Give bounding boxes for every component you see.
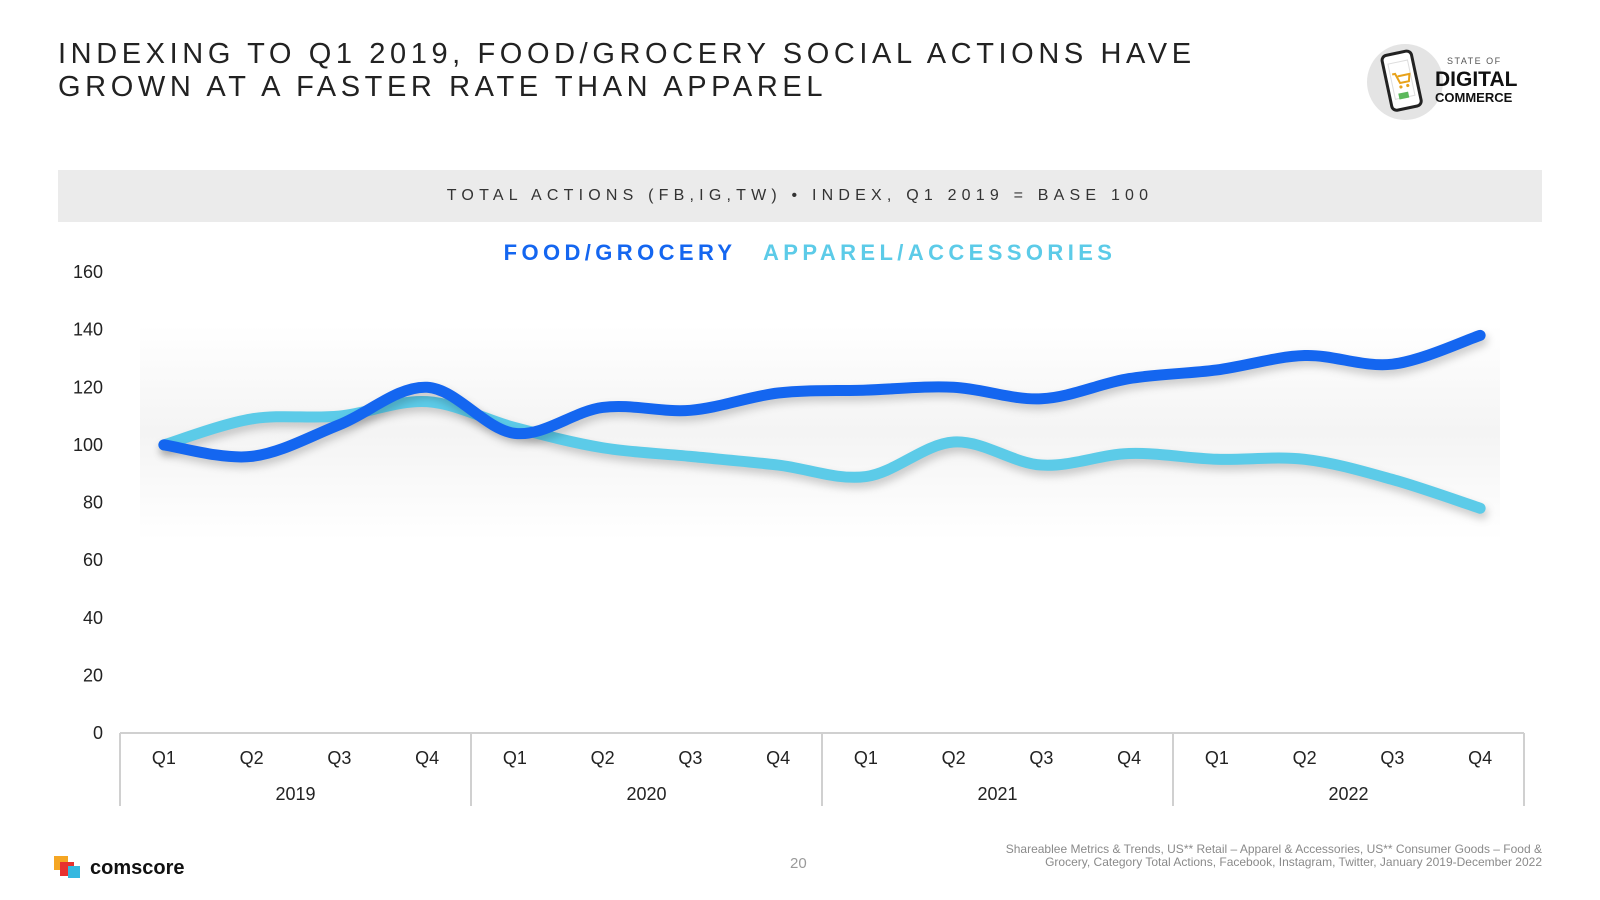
series-line-food-grocery: [158, 329, 1486, 463]
page-title: INDEXING TO Q1 2019, FOOD/GROCERY SOCIAL…: [58, 38, 1338, 104]
logo-line-2: COMMERCE: [1435, 90, 1513, 105]
legend-food-grocery: FOOD/GROCERY: [503, 240, 737, 265]
x-tick-label: Q4: [766, 748, 790, 768]
y-tick-label: 120: [73, 377, 103, 397]
x-tick-label: Q1: [503, 748, 527, 768]
x-tick-label: Q1: [152, 748, 176, 768]
source-line-1: Shareablee Metrics & Trends, US** Retail…: [1005, 842, 1542, 856]
title-line-1: INDEXING TO Q1 2019, FOOD/GROCERY SOCIAL…: [58, 38, 1196, 70]
source-line-2: Grocery, Category Total Actions, Faceboo…: [1045, 855, 1542, 869]
x-tick-label: Q1: [854, 748, 878, 768]
legend-apparel-accessories: APPAREL/ACCESSORIES: [763, 240, 1117, 265]
state-of-digital-commerce-logo: STATE OF DIGITAL COMMERCE: [1367, 44, 1518, 120]
y-tick-label: 20: [83, 665, 103, 685]
x-tick-label: Q4: [1468, 748, 1492, 768]
logo-line-1: DIGITAL: [1435, 68, 1518, 91]
y-tick-label: 60: [83, 550, 103, 570]
comscore-wordmark: comscore: [90, 857, 185, 879]
page-number: 20: [790, 855, 807, 872]
title-line-2: GROWN AT A FASTER RATE THAN APPAREL: [58, 71, 828, 103]
comscore-mark-blue: [68, 866, 80, 878]
x-tick-label: Q3: [327, 748, 351, 768]
x-group-label: 2019: [275, 784, 315, 804]
x-group-label: 2020: [626, 784, 666, 804]
x-group-label: 2022: [1328, 784, 1368, 804]
x-tick-label: Q1: [1205, 748, 1229, 768]
y-tick-label: 140: [73, 320, 103, 340]
series-layer: [158, 329, 1489, 520]
chart-legend: FOOD/GROCERY APPAREL/ACCESSORIES: [0, 240, 1600, 266]
y-tick-label: 40: [83, 608, 103, 628]
y-tick-label: 0: [93, 723, 103, 743]
chart-subtitle-bar: TOTAL ACTIONS (FB,IG,TW) • INDEX, Q1 201…: [58, 170, 1542, 222]
x-tick-label: Q4: [415, 748, 439, 768]
source-note: Shareablee Metrics & Trends, US** Retail…: [922, 843, 1542, 869]
x-tick-label: Q4: [1117, 748, 1141, 768]
comscore-logo: comscore: [54, 856, 185, 879]
logo-small-text: STATE OF: [1447, 56, 1502, 66]
y-tick-label: 160: [73, 262, 103, 282]
x-axis: Q1 Q2 Q3 Q4 Q1 Q2 Q3 Q4 Q1 Q2 Q3 Q4 Q1 Q2 Q3 Q4 2019 2020…: [119, 732, 1525, 806]
y-tick-label: 80: [83, 493, 103, 513]
x-tick-label: Q2: [942, 748, 966, 768]
phone-icon: [1380, 49, 1423, 112]
x-group-label: 2021: [977, 784, 1017, 804]
y-tick-label: 100: [73, 435, 103, 455]
x-tick-label: Q2: [1293, 748, 1317, 768]
chart-subtitle: TOTAL ACTIONS (FB,IG,TW) • INDEX, Q1 201…: [446, 187, 1154, 204]
y-axis: 0 20 40 60 80 100 120 140 160: [73, 262, 103, 743]
x-tick-label: Q3: [678, 748, 702, 768]
x-tick-label: Q2: [240, 748, 264, 768]
x-tick-label: Q3: [1029, 748, 1053, 768]
x-tick-label: Q2: [591, 748, 615, 768]
x-tick-label: Q3: [1380, 748, 1404, 768]
